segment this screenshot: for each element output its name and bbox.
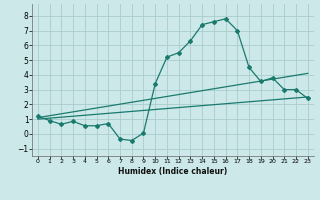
X-axis label: Humidex (Indice chaleur): Humidex (Indice chaleur) — [118, 167, 228, 176]
